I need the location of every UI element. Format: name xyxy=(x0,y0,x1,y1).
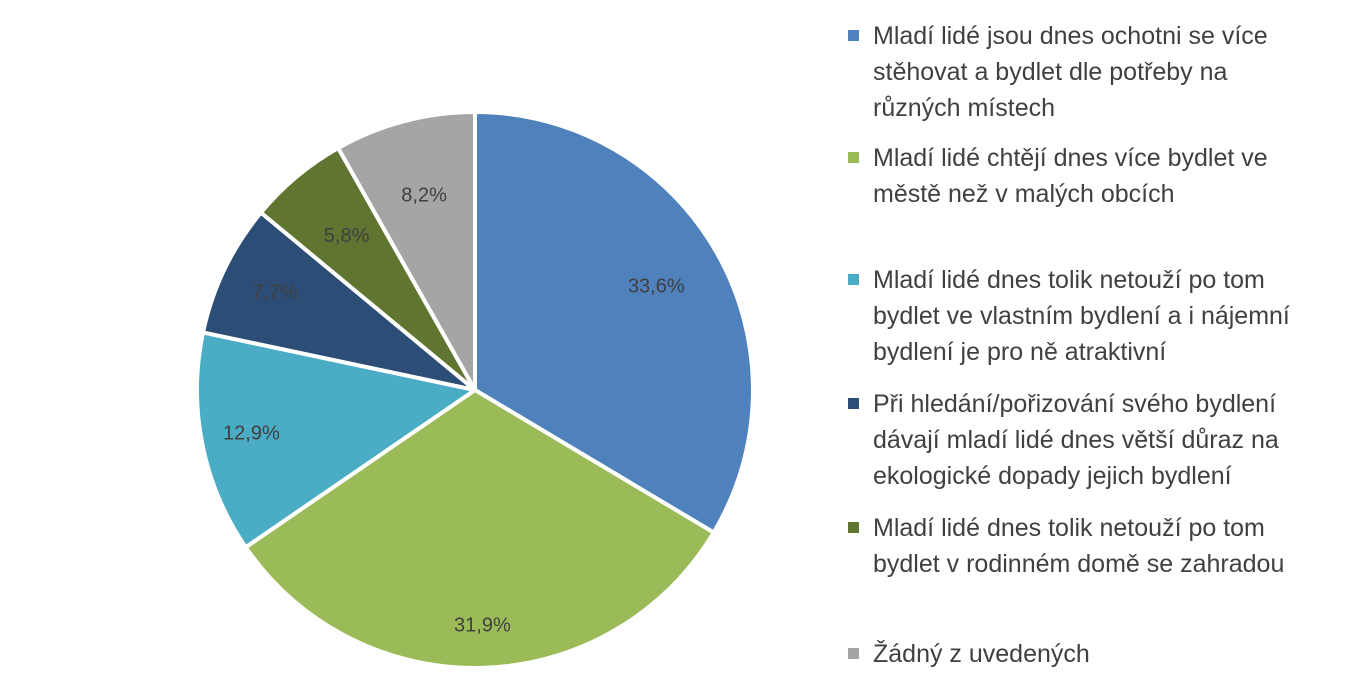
legend-label-line: bydlet v rodinném domě se zahradou xyxy=(873,550,1285,578)
legend-label: Při hledání/pořizování svého bydlení dáva… xyxy=(873,386,1279,494)
legend-item-2: Mladí lidé chtějí dnes více bydlet ve měs… xyxy=(848,140,1348,212)
legend-label-line: Mladí lidé jsou dnes ochotni se více xyxy=(873,22,1268,50)
data-label-5: 5,8% xyxy=(324,225,370,247)
legend-swatch xyxy=(848,30,859,41)
legend-label-line: Mladí lidé chtějí dnes více bydlet ve xyxy=(873,144,1268,172)
pie-slice-3 xyxy=(195,330,477,550)
legend-label-line: stěhovat a bydlet dle potřeby na xyxy=(873,58,1228,86)
legend-label: Žádný z uvedených xyxy=(873,636,1090,672)
pie-slices xyxy=(195,110,755,670)
legend-label-line: bydlet ve vlastním bydlení a i nájemní xyxy=(873,302,1290,330)
legend-label-line: bydlení je pro ně atraktivní xyxy=(873,338,1167,366)
legend-label-line: ekologické dopady jejich bydlení xyxy=(873,462,1232,490)
legend-label: Mladí lidé dnes tolik netouží po tom bydl… xyxy=(873,262,1290,370)
legend-item-3: Mladí lidé dnes tolik netouží po tom bydl… xyxy=(848,262,1348,370)
data-label-2: 31,9% xyxy=(454,614,511,636)
legend-item-1: Mladí lidé jsou dnes ochotni se více stěh… xyxy=(848,18,1348,126)
legend-item-6: Žádný z uvedených xyxy=(848,636,1348,672)
legend-label-line: dávají mladí lidé dnes větší důraz na xyxy=(873,426,1279,454)
pie-slice-6 xyxy=(336,110,477,392)
legend-swatch xyxy=(848,398,859,409)
legend-label: Mladí lidé jsou dnes ochotni se více stěh… xyxy=(873,18,1268,126)
legend-label-line: různých místech xyxy=(873,94,1056,122)
legend-label-line: Při hledání/pořizování svého bydlení xyxy=(873,390,1277,418)
legend-item-4: Při hledání/pořizování svého bydlení dáva… xyxy=(848,386,1348,494)
legend-label-line: Mladí lidé dnes tolik netouží po tom xyxy=(873,514,1265,542)
legend-label: Mladí lidé dnes tolik netouží po tom bydl… xyxy=(873,510,1284,582)
pie-slice-1 xyxy=(473,110,755,535)
pie-slice-4 xyxy=(201,210,477,392)
data-label-1: 33,6% xyxy=(628,275,685,297)
data-label-6: 8,2% xyxy=(401,185,447,207)
legend-swatch xyxy=(848,522,859,533)
pie-data-labels: 33,6% 31,9% 12,9% 7,7% 5,8% 8,2% xyxy=(223,185,685,637)
data-label-4: 7,7% xyxy=(252,281,298,303)
legend-swatch xyxy=(848,152,859,163)
legend-label-line: Mladí lidé dnes tolik netouží po tom xyxy=(873,266,1265,294)
legend-item-5: Mladí lidé dnes tolik netouží po tom bydl… xyxy=(848,510,1348,582)
legend-label-line: městě než v malých obcích xyxy=(873,180,1175,208)
legend-label: Mladí lidé chtějí dnes více bydlet ve měs… xyxy=(873,140,1268,212)
legend-swatch xyxy=(848,648,859,659)
data-label-3: 12,9% xyxy=(223,423,280,445)
legend-label-line: Žádný z uvedených xyxy=(873,640,1090,668)
legend-swatch xyxy=(848,274,859,285)
pie-slice-2 xyxy=(243,388,716,670)
